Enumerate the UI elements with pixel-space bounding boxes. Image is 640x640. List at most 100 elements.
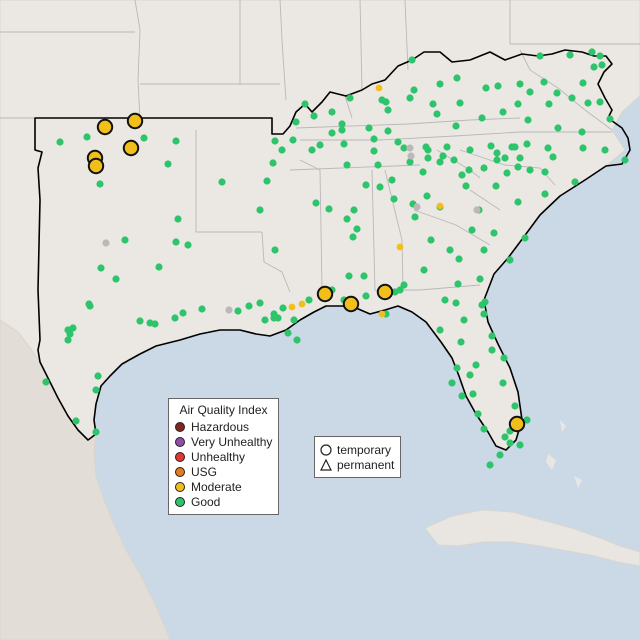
moderate-monitor-marker[interactable] <box>378 310 386 318</box>
good-monitor-marker[interactable] <box>554 124 562 132</box>
good-monitor-marker[interactable] <box>441 296 449 304</box>
good-monitor-marker[interactable] <box>66 330 74 338</box>
good-monitor-marker[interactable] <box>454 280 462 288</box>
good-monitor-marker[interactable] <box>466 146 474 154</box>
good-monitor-marker[interactable] <box>493 149 501 157</box>
no-data-monitor-marker[interactable] <box>473 206 481 214</box>
good-monitor-marker[interactable] <box>365 124 373 132</box>
good-monitor-marker[interactable] <box>460 316 468 324</box>
good-monitor-marker[interactable] <box>499 379 507 387</box>
good-monitor-marker[interactable] <box>312 199 320 207</box>
good-monitor-marker[interactable] <box>514 163 522 171</box>
good-monitor-marker[interactable] <box>506 439 514 447</box>
good-monitor-marker[interactable] <box>328 108 336 116</box>
good-monitor-marker[interactable] <box>514 100 522 108</box>
moderate-monitor-marker[interactable] <box>298 300 306 308</box>
good-monitor-marker[interactable] <box>601 146 609 154</box>
good-monitor-marker[interactable] <box>293 336 301 344</box>
good-monitor-marker[interactable] <box>506 256 514 264</box>
moderate-temporary-monitor-marker[interactable] <box>508 415 526 433</box>
good-monitor-marker[interactable] <box>85 300 93 308</box>
good-monitor-marker[interactable] <box>271 246 279 254</box>
good-monitor-marker[interactable] <box>316 141 324 149</box>
good-monitor-marker[interactable] <box>523 416 531 424</box>
good-monitor-marker[interactable] <box>478 301 486 309</box>
good-monitor-marker[interactable] <box>172 238 180 246</box>
good-monitor-marker[interactable] <box>578 128 586 136</box>
good-monitor-marker[interactable] <box>424 146 432 154</box>
good-monitor-marker[interactable] <box>256 206 264 214</box>
good-monitor-marker[interactable] <box>406 94 414 102</box>
good-monitor-marker[interactable] <box>353 225 361 233</box>
good-monitor-marker[interactable] <box>499 108 507 116</box>
good-monitor-marker[interactable] <box>292 118 300 126</box>
good-monitor-marker[interactable] <box>234 307 242 315</box>
good-monitor-marker[interactable] <box>579 79 587 87</box>
good-monitor-marker[interactable] <box>97 264 105 272</box>
good-monitor-marker[interactable] <box>598 61 606 69</box>
good-monitor-marker[interactable] <box>439 152 447 160</box>
good-monitor-marker[interactable] <box>388 176 396 184</box>
good-monitor-marker[interactable] <box>500 354 508 362</box>
good-monitor-marker[interactable] <box>218 178 226 186</box>
good-monitor-marker[interactable] <box>406 158 414 166</box>
good-monitor-marker[interactable] <box>121 236 129 244</box>
good-monitor-marker[interactable] <box>516 80 524 88</box>
good-monitor-marker[interactable] <box>465 166 473 174</box>
good-monitor-marker[interactable] <box>419 168 427 176</box>
good-monitor-marker[interactable] <box>274 314 282 322</box>
good-monitor-marker[interactable] <box>480 246 488 254</box>
good-monitor-marker[interactable] <box>436 158 444 166</box>
no-data-monitor-marker[interactable] <box>225 306 233 314</box>
good-monitor-marker[interactable] <box>305 296 313 304</box>
good-monitor-marker[interactable] <box>568 94 576 102</box>
good-monitor-marker[interactable] <box>245 302 253 310</box>
good-monitor-marker[interactable] <box>553 89 561 97</box>
moderate-temporary-monitor-marker[interactable] <box>316 285 334 303</box>
moderate-temporary-monitor-marker[interactable] <box>376 283 394 301</box>
good-monitor-marker[interactable] <box>112 275 120 283</box>
good-monitor-marker[interactable] <box>427 236 435 244</box>
good-monitor-marker[interactable] <box>590 63 598 71</box>
good-monitor-marker[interactable] <box>362 292 370 300</box>
good-monitor-marker[interactable] <box>179 309 187 317</box>
good-monitor-marker[interactable] <box>136 317 144 325</box>
good-monitor-marker[interactable] <box>343 215 351 223</box>
good-monitor-marker[interactable] <box>171 314 179 322</box>
good-monitor-marker[interactable] <box>588 48 596 56</box>
good-monitor-marker[interactable] <box>480 425 488 433</box>
good-monitor-marker[interactable] <box>420 266 428 274</box>
moderate-monitor-marker[interactable] <box>375 84 383 92</box>
good-monitor-marker[interactable] <box>310 112 318 120</box>
good-monitor-marker[interactable] <box>621 156 629 164</box>
good-monitor-marker[interactable] <box>488 332 496 340</box>
good-monitor-marker[interactable] <box>56 138 64 146</box>
good-monitor-marker[interactable] <box>269 159 277 167</box>
good-monitor-marker[interactable] <box>424 154 432 162</box>
good-monitor-marker[interactable] <box>433 110 441 118</box>
good-monitor-marker[interactable] <box>362 181 370 189</box>
good-monitor-marker[interactable] <box>452 299 460 307</box>
good-monitor-marker[interactable] <box>184 241 192 249</box>
good-monitor-marker[interactable] <box>501 154 509 162</box>
moderate-temporary-monitor-marker[interactable] <box>87 157 105 175</box>
good-monitor-marker[interactable] <box>411 213 419 221</box>
good-monitor-marker[interactable] <box>478 114 486 122</box>
good-monitor-marker[interactable] <box>343 161 351 169</box>
good-monitor-marker[interactable] <box>308 146 316 154</box>
good-monitor-marker[interactable] <box>83 133 91 141</box>
good-monitor-marker[interactable] <box>579 144 587 152</box>
good-monitor-marker[interactable] <box>370 135 378 143</box>
good-monitor-marker[interactable] <box>476 275 484 283</box>
good-monitor-marker[interactable] <box>340 140 348 148</box>
good-monitor-marker[interactable] <box>544 144 552 152</box>
good-monitor-marker[interactable] <box>69 324 77 332</box>
good-monitor-marker[interactable] <box>376 183 384 191</box>
moderate-temporary-monitor-marker[interactable] <box>96 118 114 136</box>
good-monitor-marker[interactable] <box>514 198 522 206</box>
good-monitor-marker[interactable] <box>450 156 458 164</box>
good-monitor-marker[interactable] <box>360 272 368 280</box>
good-monitor-marker[interactable] <box>382 98 390 106</box>
good-monitor-marker[interactable] <box>278 146 286 154</box>
good-monitor-marker[interactable] <box>384 106 392 114</box>
